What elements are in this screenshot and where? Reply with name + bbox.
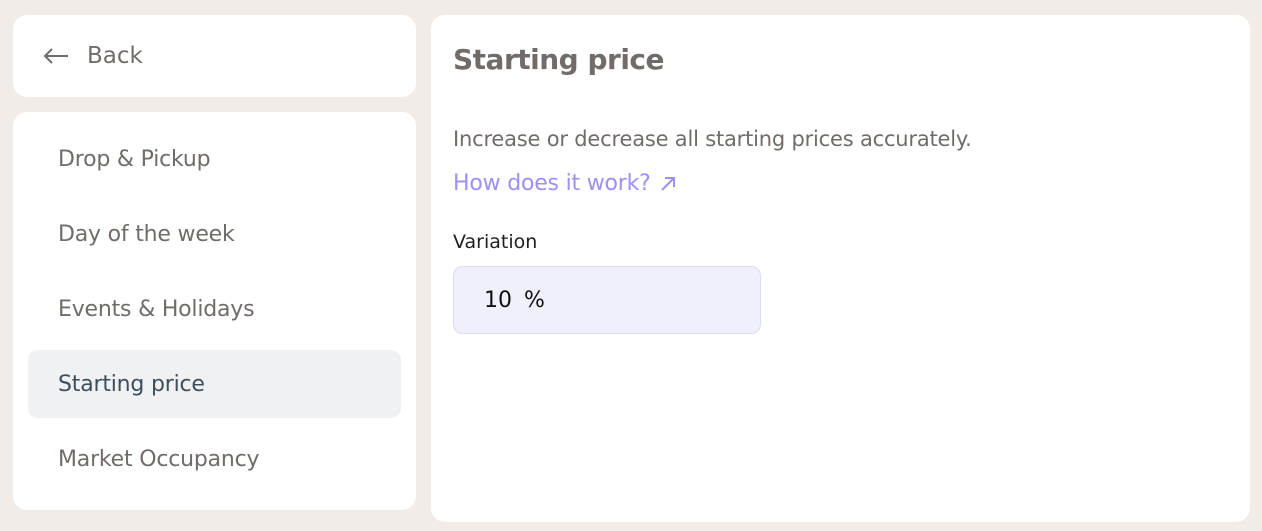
back-button[interactable]: Back [13,15,416,97]
sidebar-item-market-occupancy[interactable]: Market Occupancy [58,446,260,472]
variation-label: Variation [453,231,538,253]
sidebar-item-day-of-week[interactable]: Day of the week [58,221,235,247]
sidebar-item-starting-price[interactable]: Starting price [28,350,401,418]
main-panel: Starting price Increase or decrease all … [431,15,1250,522]
variation-input[interactable]: 10 % [453,266,761,334]
external-arrow-icon [660,176,675,191]
sidebar-item-drop-pickup[interactable]: Drop & Pickup [58,146,211,172]
back-label: Back [87,43,143,69]
percent-unit: % [524,287,545,313]
description: Increase or decrease all starting prices… [453,127,972,151]
sidebar-nav: Drop & Pickup Day of the week Events & H… [13,112,416,510]
how-it-works-link[interactable]: How does it work? [453,171,677,196]
sidebar-item-events-holidays[interactable]: Events & Holidays [58,296,255,322]
arrow-left-icon [43,48,68,64]
page-title: Starting price [453,43,665,76]
link-label: How does it work? [453,171,651,196]
variation-value[interactable]: 10 [484,287,512,313]
